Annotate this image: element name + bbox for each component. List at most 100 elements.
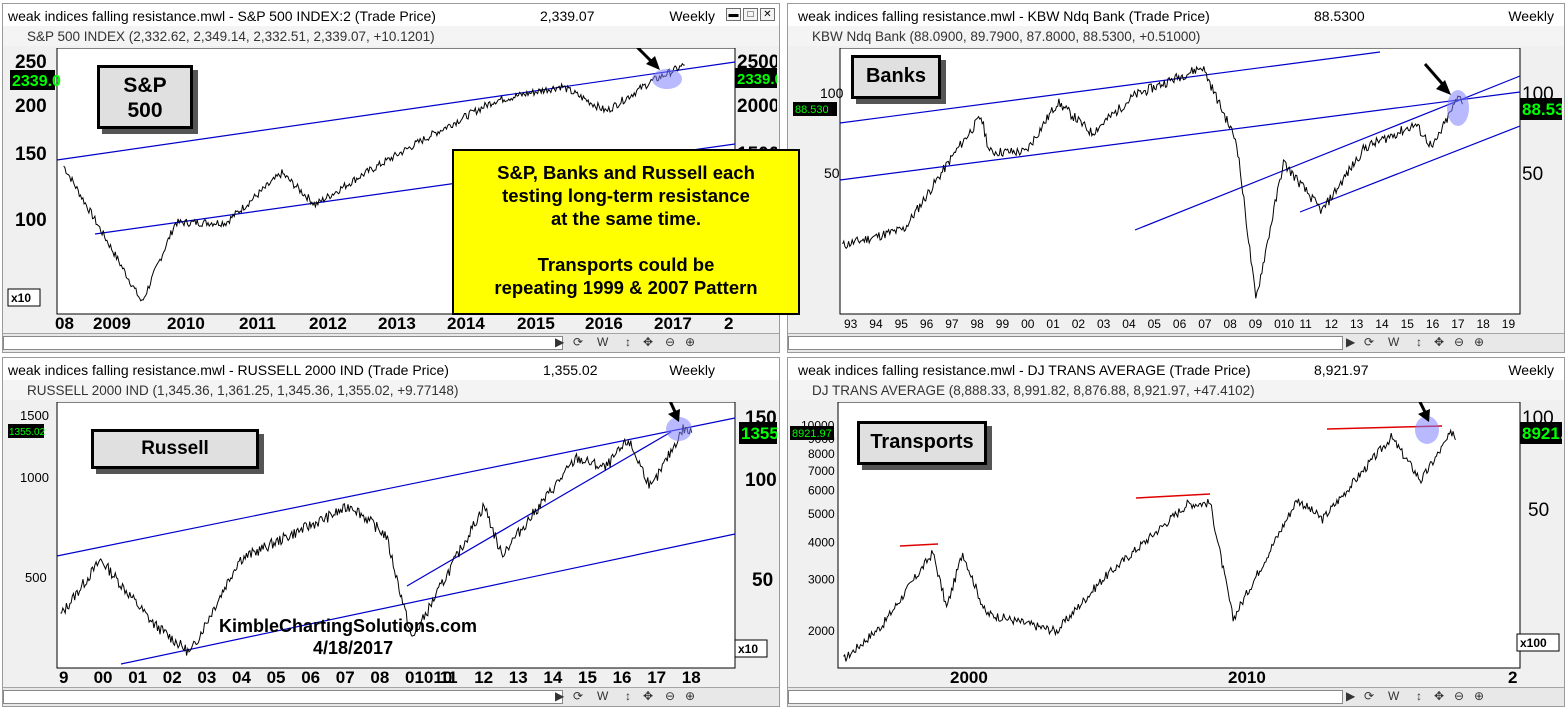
x-tick: 06 bbox=[1173, 317, 1187, 331]
x-tick: 99 bbox=[996, 317, 1010, 331]
ohlc-bar: S&P 500 INDEX (2,332.62, 2,349.14, 2,332… bbox=[3, 26, 779, 46]
refresh-icon[interactable]: ⟳ bbox=[573, 689, 584, 703]
chart-label-box: Transports bbox=[857, 421, 987, 465]
zoom-out-icon[interactable]: ⊖ bbox=[665, 335, 676, 349]
chart-plot[interactable]: 1500 1000 500 150 100 50 1355.02 1355. x… bbox=[5, 402, 777, 686]
refresh-icon[interactable]: ⟳ bbox=[573, 335, 584, 349]
x-tick: 07 bbox=[1198, 317, 1212, 331]
window-titlebar[interactable]: weak indices falling resistance.mwl - KB… bbox=[788, 4, 1564, 26]
wave-button[interactable]: W bbox=[1388, 689, 1400, 703]
y-tick: 1000 bbox=[20, 470, 49, 485]
chart-window-russell[interactable]: weak indices falling resistance.mwl - RU… bbox=[2, 357, 780, 707]
horizontal-scrollbar[interactable] bbox=[788, 336, 1343, 350]
resistance-highlight bbox=[666, 417, 692, 441]
status-bar: ▶ ⟳ W ↕ ✥ ⊖ ⊕ bbox=[788, 333, 1564, 352]
zoom-in-icon[interactable]: ⊕ bbox=[685, 335, 696, 349]
wave-button[interactable]: W bbox=[597, 689, 609, 703]
window-titlebar[interactable]: weak indices falling resistance.mwl - S&… bbox=[3, 4, 779, 26]
move-icon[interactable]: ✥ bbox=[1434, 335, 1445, 349]
x-tick: 14 bbox=[1375, 317, 1389, 331]
window-period: Weekly bbox=[669, 362, 715, 378]
close-button[interactable]: ✕ bbox=[760, 8, 775, 21]
window-last-price: 2,339.07 bbox=[540, 8, 595, 24]
ohlc-text: KBW Ndq Bank (88.0900, 89.7900, 87.8000,… bbox=[812, 29, 1201, 44]
zoom-in-icon[interactable]: ⊕ bbox=[1474, 689, 1485, 703]
horizontal-scrollbar[interactable] bbox=[788, 690, 1343, 704]
scroll-right-icon[interactable]: ▶ bbox=[555, 335, 565, 349]
chart-plot[interactable]: 1000090008000700060005000400030002000 10… bbox=[790, 402, 1562, 686]
window-last-price: 88.5300 bbox=[1314, 8, 1365, 24]
upper-trendline bbox=[839, 51, 1381, 124]
x-tick: 2010 bbox=[167, 314, 205, 332]
x-tick: 95 bbox=[895, 317, 909, 331]
scroll-right-icon[interactable]: ▶ bbox=[1346, 335, 1356, 349]
refresh-icon[interactable]: ⟳ bbox=[1364, 335, 1375, 349]
x-tick: 06 bbox=[301, 668, 320, 686]
price-series-line bbox=[843, 428, 1456, 662]
wave-button[interactable]: W bbox=[597, 335, 609, 349]
x-tick: 14 bbox=[543, 668, 562, 686]
x-tick: 11 bbox=[440, 668, 458, 686]
chart-window-transports[interactable]: weak indices falling resistance.mwl - DJ… bbox=[787, 357, 1565, 707]
zoom-in-icon[interactable]: ⊕ bbox=[1474, 335, 1485, 349]
y-tick: 8000 bbox=[808, 447, 835, 461]
support-trendline bbox=[120, 533, 736, 665]
refresh-icon[interactable]: ⟳ bbox=[1364, 689, 1375, 703]
vertical-resize-icon[interactable]: ↕ bbox=[625, 335, 631, 349]
horizontal-scrollbar[interactable] bbox=[3, 336, 563, 350]
x-tick: 11 bbox=[1299, 317, 1312, 331]
y-tick: 5000 bbox=[808, 507, 835, 521]
price-tag-left-text: 1355.02 bbox=[9, 427, 46, 438]
horizontal-scrollbar[interactable] bbox=[3, 690, 563, 704]
chart-window-sp500[interactable]: weak indices falling resistance.mwl - S&… bbox=[2, 3, 780, 353]
maximize-button[interactable]: □ bbox=[743, 8, 758, 21]
y-tick: 50 bbox=[824, 165, 840, 181]
y-tick-right: 2500 bbox=[737, 52, 777, 73]
price-tag-left-text: 88.530 bbox=[795, 104, 829, 116]
move-icon[interactable]: ✥ bbox=[1434, 689, 1445, 703]
x-tick: 03 bbox=[1097, 317, 1111, 331]
window-titlebar[interactable]: weak indices falling resistance.mwl - RU… bbox=[3, 358, 779, 380]
x-tick: 16 bbox=[613, 668, 632, 686]
y-tick: 6000 bbox=[808, 484, 835, 498]
zoom-out-icon[interactable]: ⊖ bbox=[1454, 689, 1465, 703]
status-bar: ▶ ⟳ W ↕ ✥ ⊖ ⊕ bbox=[788, 687, 1564, 706]
window-last-price: 8,921.97 bbox=[1314, 362, 1369, 378]
x-tick: 2017 bbox=[654, 314, 692, 332]
scroll-right-icon[interactable]: ▶ bbox=[555, 689, 565, 703]
chart-window-banks[interactable]: weak indices falling resistance.mwl - KB… bbox=[787, 3, 1565, 353]
vertical-resize-icon[interactable]: ↕ bbox=[1416, 335, 1422, 349]
window-title: weak indices falling resistance.mwl - RU… bbox=[8, 362, 449, 378]
zoom-out-icon[interactable]: ⊖ bbox=[665, 689, 676, 703]
annotation-callout: S&P, Banks and Russell each testing long… bbox=[452, 149, 800, 315]
x-tick: 2 bbox=[724, 314, 733, 332]
price-tag-right bbox=[1520, 422, 1562, 444]
vertical-resize-icon[interactable]: ↕ bbox=[625, 689, 631, 703]
move-icon[interactable]: ✥ bbox=[643, 335, 654, 349]
rising-trendline bbox=[406, 431, 672, 587]
window-titlebar[interactable]: weak indices falling resistance.mwl - DJ… bbox=[788, 358, 1564, 380]
x-tick: 01 bbox=[128, 668, 147, 686]
callout-line: testing long-term resistance bbox=[502, 185, 750, 206]
x-tick: 07 bbox=[336, 668, 355, 686]
ohlc-bar: KBW Ndq Bank (88.0900, 89.7900, 87.8000,… bbox=[788, 26, 1564, 46]
scroll-right-icon[interactable]: ▶ bbox=[1346, 689, 1356, 703]
callout-line: Transports could be bbox=[537, 254, 715, 275]
x-tick: 93 bbox=[844, 317, 858, 331]
x-tick: 2016 bbox=[585, 314, 623, 332]
wave-button[interactable]: W bbox=[1388, 335, 1400, 349]
x-tick: 18 bbox=[1477, 317, 1491, 331]
zoom-in-icon[interactable]: ⊕ bbox=[685, 689, 696, 703]
chart-label-box: Banks bbox=[851, 55, 941, 99]
move-icon[interactable]: ✥ bbox=[643, 689, 654, 703]
x-tick: 01 bbox=[1046, 317, 1060, 331]
chart-plot[interactable]: 100 50 100 50 88.530 88.53 93 94 95 96 97 98 9… bbox=[790, 48, 1562, 332]
vertical-resize-icon[interactable]: ↕ bbox=[1416, 689, 1422, 703]
y-tick-right: 50 bbox=[752, 570, 773, 591]
zoom-out-icon[interactable]: ⊖ bbox=[1454, 335, 1465, 349]
price-tag-left bbox=[10, 70, 55, 90]
scale-note: x100 bbox=[1520, 636, 1547, 650]
support-trendline bbox=[1299, 125, 1521, 213]
minimize-button[interactable]: ▬ bbox=[726, 8, 741, 21]
x-tick: 2000 bbox=[950, 668, 988, 686]
